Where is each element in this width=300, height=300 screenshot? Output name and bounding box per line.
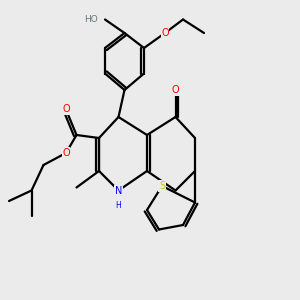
Text: HO: HO	[84, 15, 98, 24]
Text: S: S	[159, 181, 165, 191]
Text: O: O	[62, 148, 70, 158]
Text: O: O	[62, 104, 70, 115]
Text: N: N	[115, 185, 122, 196]
Text: H: H	[116, 201, 122, 210]
Text: O: O	[161, 28, 169, 38]
Text: O: O	[172, 85, 179, 95]
